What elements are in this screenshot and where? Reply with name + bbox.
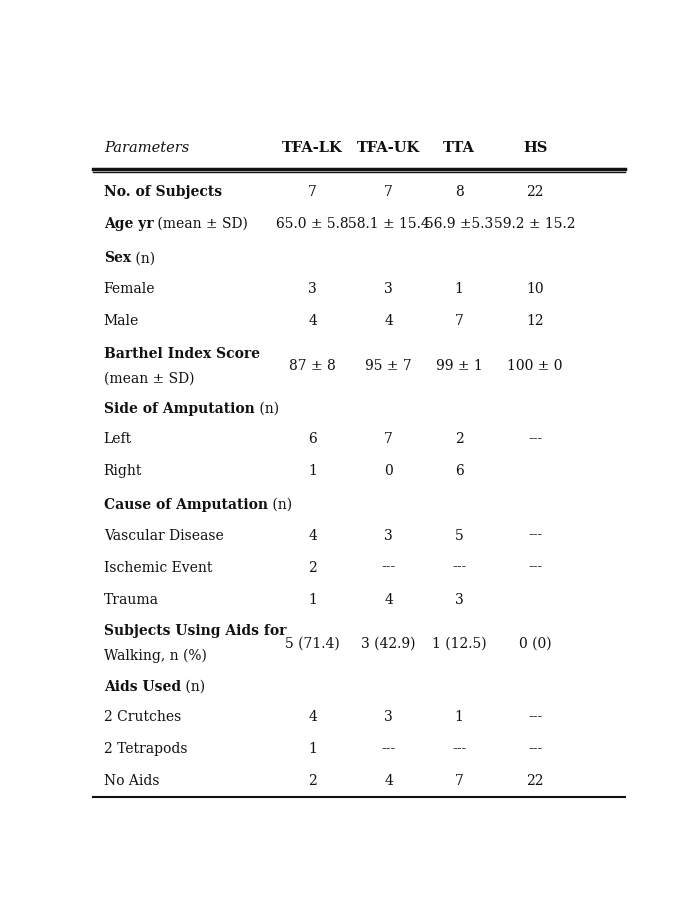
Text: TTA: TTA (443, 141, 475, 156)
Text: 0 (0): 0 (0) (519, 636, 552, 651)
Text: 100 ± 0: 100 ± 0 (508, 359, 563, 373)
Text: ---: --- (452, 742, 466, 756)
Text: (n): (n) (181, 679, 205, 693)
Text: ---: --- (528, 710, 542, 724)
Text: ---: --- (382, 560, 395, 575)
Text: 56.9 ±5.3: 56.9 ±5.3 (425, 216, 493, 231)
Text: 4: 4 (384, 592, 393, 606)
Text: Trauma: Trauma (104, 592, 159, 606)
Text: 59.2 ± 15.2: 59.2 ± 15.2 (494, 216, 576, 231)
Text: (mean ± SD): (mean ± SD) (104, 371, 195, 385)
Text: (n): (n) (255, 402, 279, 415)
Text: ---: --- (382, 742, 395, 756)
Text: Walking, n (%): Walking, n (%) (104, 649, 206, 663)
Text: (n): (n) (131, 251, 155, 265)
Text: Side of Amputation: Side of Amputation (104, 402, 255, 415)
Text: 2: 2 (455, 432, 463, 447)
Text: 4: 4 (308, 710, 317, 724)
Text: 2: 2 (308, 774, 317, 788)
Text: 2 Crutches: 2 Crutches (104, 710, 181, 724)
Text: 3: 3 (384, 528, 393, 543)
Text: 1: 1 (308, 742, 317, 756)
Text: ---: --- (452, 560, 466, 575)
Text: Sex: Sex (104, 251, 131, 265)
Text: No. of Subjects: No. of Subjects (104, 184, 222, 199)
Text: 4: 4 (384, 314, 393, 328)
Text: 3: 3 (455, 592, 463, 606)
Text: 58.1 ± 15.4: 58.1 ± 15.4 (348, 216, 430, 231)
Text: Age yr: Age yr (104, 216, 153, 231)
Text: 7: 7 (308, 184, 317, 199)
Text: HS: HS (523, 141, 547, 156)
Text: 1: 1 (308, 464, 317, 478)
Text: 2: 2 (308, 560, 317, 575)
Text: 1 (12.5): 1 (12.5) (432, 636, 486, 651)
Text: 5 (71.4): 5 (71.4) (286, 636, 340, 651)
Text: 7: 7 (384, 184, 393, 199)
Text: 2 Tetrapods: 2 Tetrapods (104, 742, 188, 756)
Text: 12: 12 (526, 314, 544, 328)
Text: 4: 4 (384, 774, 393, 788)
Text: 95 ± 7: 95 ± 7 (365, 359, 412, 373)
Text: 7: 7 (455, 314, 463, 328)
Text: 87 ± 8: 87 ± 8 (289, 359, 336, 373)
Text: 22: 22 (526, 184, 544, 199)
Text: 3 (42.9): 3 (42.9) (361, 636, 416, 651)
Text: Aids Used: Aids Used (104, 679, 181, 693)
Text: 6: 6 (455, 464, 463, 478)
Text: 7: 7 (455, 774, 463, 788)
Text: 65.0 ± 5.8: 65.0 ± 5.8 (276, 216, 349, 231)
Text: ---: --- (528, 528, 542, 543)
Text: TFA-LK: TFA-LK (282, 141, 343, 156)
Text: Subjects Using Aids for: Subjects Using Aids for (104, 624, 286, 638)
Text: 99 ± 1: 99 ± 1 (435, 359, 482, 373)
Text: 4: 4 (308, 528, 317, 543)
Text: 1: 1 (455, 710, 463, 724)
Text: 8: 8 (455, 184, 463, 199)
Text: ---: --- (528, 432, 542, 447)
Text: Right: Right (104, 464, 142, 478)
Text: 1: 1 (308, 592, 317, 606)
Text: ---: --- (528, 560, 542, 575)
Text: Vascular Disease: Vascular Disease (104, 528, 223, 543)
Text: 1: 1 (455, 282, 463, 296)
Text: 3: 3 (384, 282, 393, 296)
Text: (n): (n) (268, 498, 292, 512)
Text: Ischemic Event: Ischemic Event (104, 560, 212, 575)
Text: Barthel Index Score: Barthel Index Score (104, 347, 260, 360)
Text: 4: 4 (308, 314, 317, 328)
Text: Left: Left (104, 432, 132, 447)
Text: Parameters: Parameters (104, 141, 189, 156)
Text: 6: 6 (308, 432, 317, 447)
Text: No Aids: No Aids (104, 774, 160, 788)
Text: Cause of Amputation: Cause of Amputation (104, 498, 268, 512)
Text: 0: 0 (384, 464, 393, 478)
Text: 3: 3 (308, 282, 317, 296)
Text: ---: --- (528, 742, 542, 756)
Text: 10: 10 (526, 282, 544, 296)
Text: Male: Male (104, 314, 139, 328)
Text: 5: 5 (455, 528, 463, 543)
Text: (mean ± SD): (mean ± SD) (153, 216, 248, 231)
Text: 7: 7 (384, 432, 393, 447)
Text: Female: Female (104, 282, 155, 296)
Text: TFA-UK: TFA-UK (357, 141, 420, 156)
Text: 22: 22 (526, 774, 544, 788)
Text: 3: 3 (384, 710, 393, 724)
